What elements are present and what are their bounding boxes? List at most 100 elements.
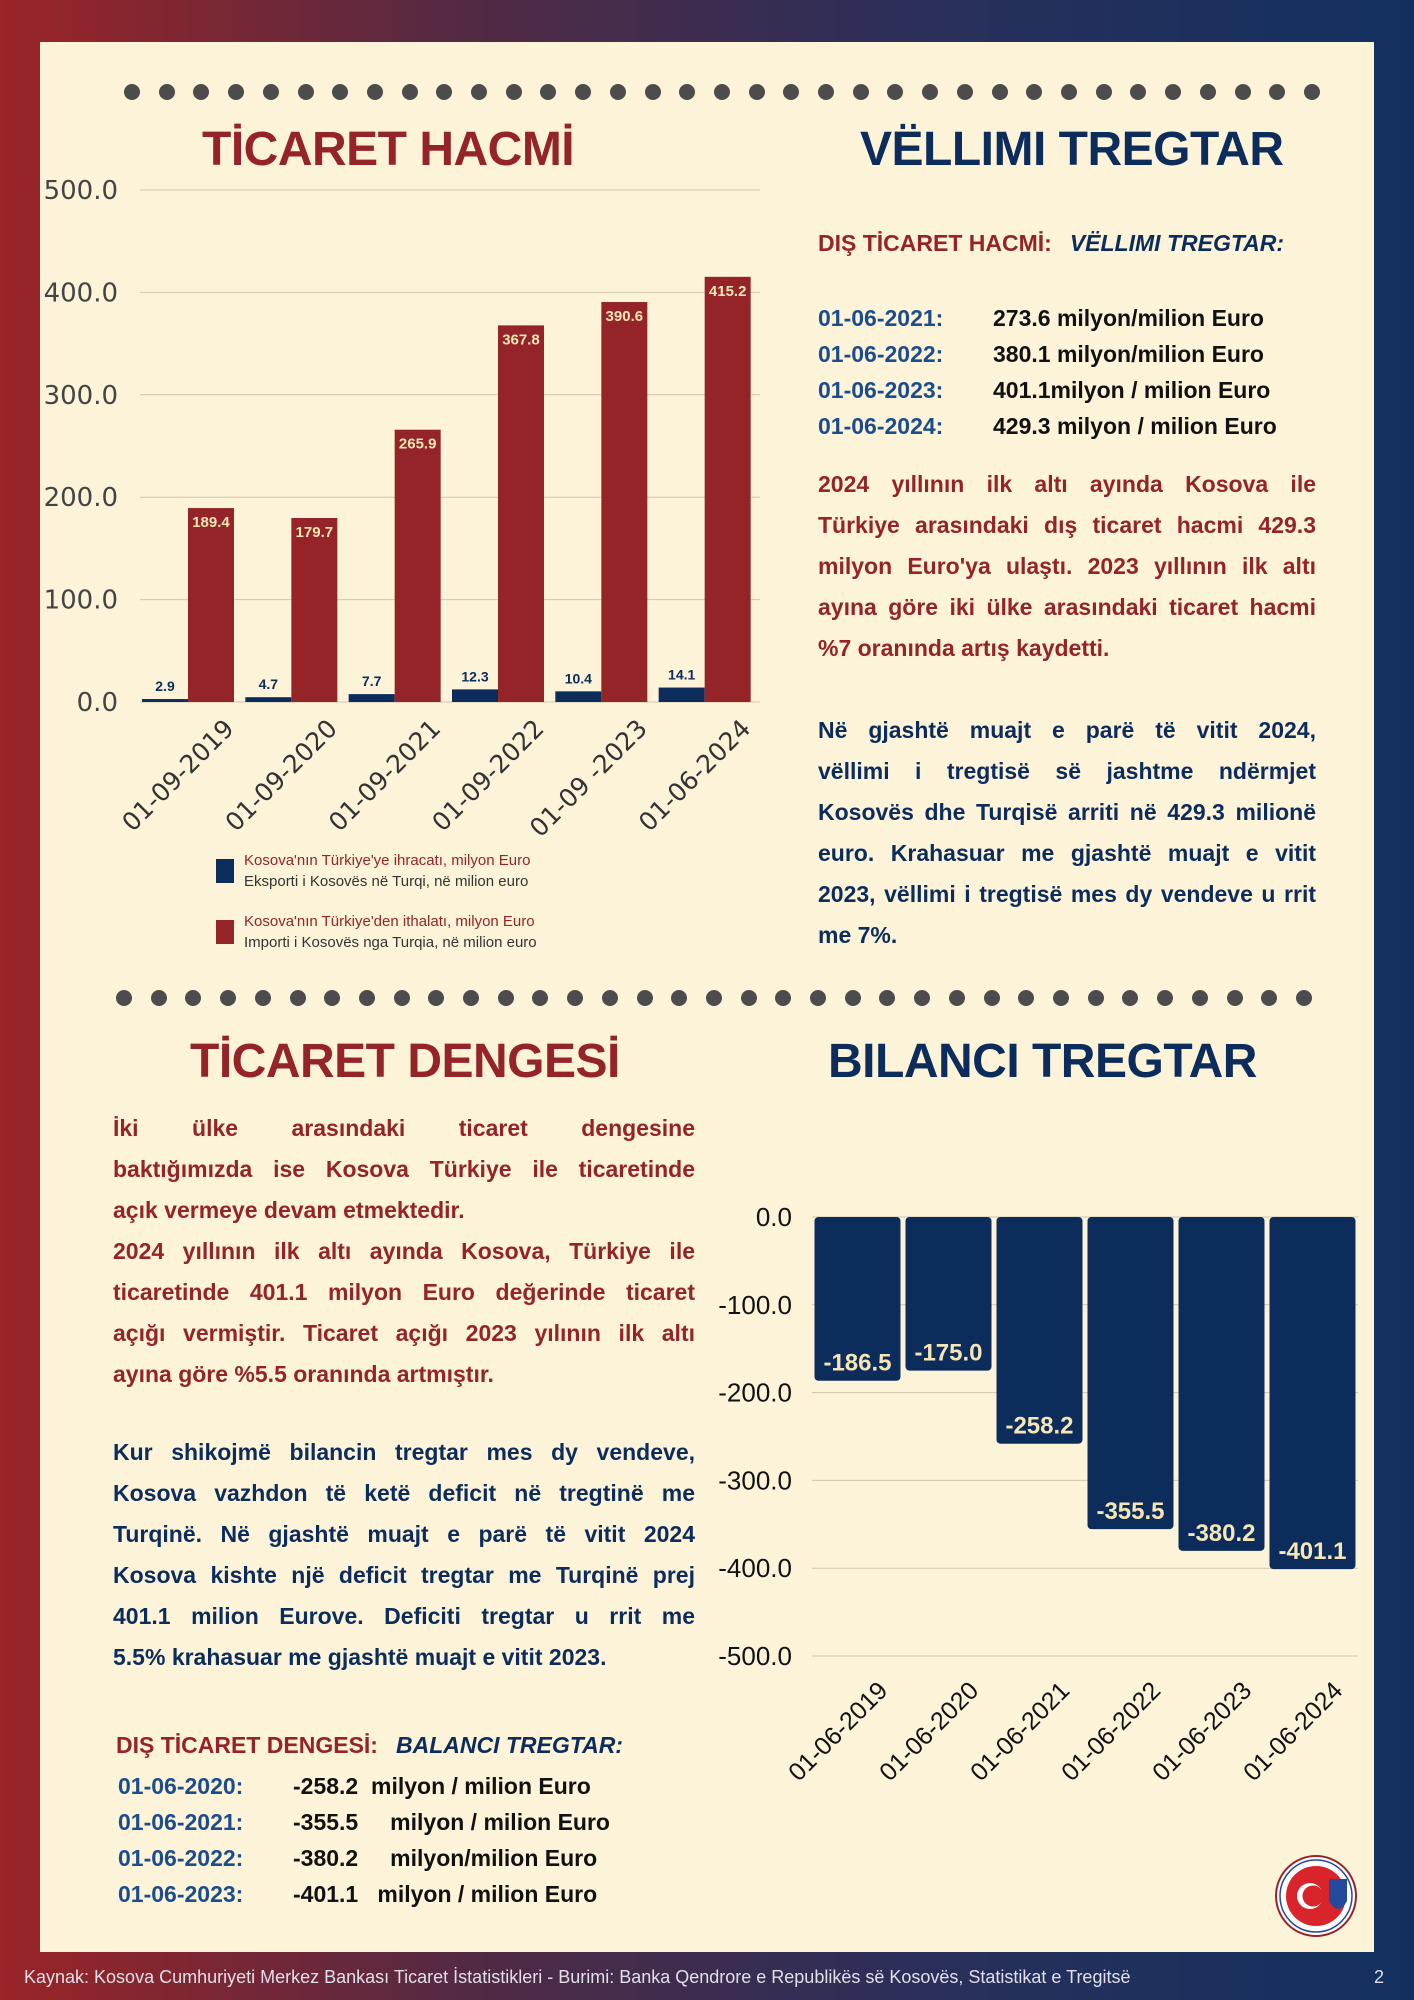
stat-row: 01-06-2023: -401.1 milyon / milion Euro [118,1876,610,1912]
divider-dot [567,990,584,1006]
divider-dot [705,990,722,1006]
data-label-balance: -258.2 [1005,1413,1073,1440]
divider-dot [1303,84,1320,100]
divider-dot [505,84,522,100]
data-label-import: 179.7 [296,524,334,541]
legend-export-sq: Eksporti i Kosovës në Turqi, në milion e… [244,873,529,890]
divider-dot [879,990,896,1006]
data-label-balance: -355.5 [1096,1498,1164,1525]
stat-row: 01-06-2021: -355.5 milyon / milion Euro [118,1804,610,1840]
text-line: 401.1 milion Eurove. Deficiti tregtar u … [113,1603,695,1629]
legend-swatch-import [216,920,234,944]
dot-divider-top [124,84,1320,100]
divider-dot [914,990,931,1006]
text-line: Türkiye arasındaki dış ticaret hacmi 429… [818,512,1316,538]
legend-export-tr: Kosova'nın Türkiye'ye ihracatı, milyon E… [244,852,531,869]
text-line: İki ülke arasındaki ticaret dengesine [113,1115,695,1141]
divider-dot [575,84,592,100]
divider-dot [1261,990,1278,1006]
text-line: me 7%. [818,922,898,948]
bar-import [188,508,234,702]
balance-heading: DIŞ TİCARET DENGESİ: BALANCI TREGTAR: [116,1732,623,1759]
divider-dot [609,84,626,100]
bar-export [658,687,705,702]
text-line: %7 oranında artış kaydetti. [818,635,1110,661]
stat-row: 01-06-2021: 273.6 milyon/milion Euro [818,300,1277,336]
divider-dot [844,990,861,1006]
trade-balance-chart-svg: 0.0 -100.0 -200.0 -300.0 -400.0 -500.0 -186.5 0… [718,1202,1358,1787]
divider-dot [124,84,140,100]
stat-value: -355.5 milyon / milion Euro [293,1809,610,1835]
trade-volume-title-tr: TİCARET HACMİ [202,123,575,176]
legend-item-export: Kosova'nın Türkiye'ye ihracatı, milyon E… [216,850,537,892]
divider-dot [1199,84,1216,100]
divider-dot [393,990,410,1006]
y-tick-label: 200.0 [44,483,118,513]
y-tick-label: 0.0 [756,1202,792,1232]
data-label-export: 4.7 [259,676,279,692]
data-label-balance: -186.5 [823,1350,891,1377]
divider-dot [1130,84,1147,100]
stat-value: -380.2 milyon/milion Euro [293,1845,598,1871]
divider-dot [852,84,869,100]
data-label-export: 14.1 [668,667,695,683]
divider-dot [289,990,306,1006]
trade-balance-title-sq: BILANCI TREGTAR [828,1035,1257,1088]
divider-dot [956,84,973,100]
volume-heading: DIŞ TİCARET HACMİ: VËLLIMI TREGTAR: [818,230,1284,257]
balance-heading-sq: BALANCI TREGTAR: [395,1732,623,1758]
logo-emblem-icon [1279,1859,1353,1933]
divider-dot [116,990,132,1006]
text-line: 2024 yıllının ilk altı ayında Kosova, Tü… [113,1238,695,1264]
bar-export [348,694,395,702]
y-tick-label: 300.0 [44,381,118,411]
volume-heading-sq: VËLLIMI TREGTAR: [1069,230,1285,256]
volume-text-tr: 2024 yıllının ilk altı ayında Kosova ile… [818,464,1316,669]
divider-dot [1095,84,1112,100]
divider-dot [679,84,696,100]
y-tick-label: -300.0 [718,1465,792,1495]
divider-dot [991,84,1008,100]
text-line: Turqinë. Në gjashtë muajt e parë të viti… [113,1521,695,1547]
x-tick-label: 01-06-2024 [1238,1676,1348,1786]
divider-dot [775,990,792,1006]
divider-dot [1122,990,1139,1006]
text-line: açık vermeye devam etmektedir. [113,1197,465,1223]
stat-value: 273.6 milyon/milion Euro [993,305,1264,331]
divider-dot [1165,84,1182,100]
divider-dot [810,990,827,1006]
volume-text-sq: Në gjashtë muajt e parë të vitit 2024, vë… [818,710,1316,956]
divider-dot [358,990,375,1006]
legend-swatch-export [216,859,234,883]
stat-row: 01-06-2020: -258.2 milyon / milion Euro [118,1768,610,1804]
divider-dot [1226,990,1243,1006]
chamber-logo [1275,1855,1357,1937]
legend-item-import: Kosova'nın Türkiye'den ithalatı, milyon … [216,911,537,953]
data-label-import: 189.4 [192,514,230,531]
divider-dot [366,84,383,100]
divider-dot [783,84,800,100]
bar-import [394,429,441,702]
divider-dot [262,84,279,100]
divider-dot [1087,990,1104,1006]
text-line: 2024 yıllının ilk altı ayında Kosova ile [818,471,1316,497]
text-line: ayına göre %5.5 oranında artmıştır. [113,1361,494,1387]
data-label-import: 390.6 [606,308,644,325]
data-label-export: 10.4 [565,670,592,686]
divider-dot [922,84,939,100]
y-tick-label: 400.0 [44,278,118,308]
text-line: Kosovës dhe Turqisë arriti në 429.3 mili… [818,799,1316,825]
text-line: Kur shikojmë bilancin tregtar mes dy ven… [113,1439,695,1465]
text-line: vëllimi i tregtisë së jashtme ndërmjet [818,758,1316,784]
trade-volume-chart: 0.0 100.0 200.0 300.0 400.0 500.0 2.9 189.4 01-0… [40,172,800,843]
divider-dot [1191,990,1208,1006]
footer-source: Kaynak: Kosova Cumhuriyeti Merkez Bankas… [24,1966,1131,1987]
balance-text-tr: İki ülke arasındaki ticaret dengesine bak… [113,1108,695,1395]
stat-date: 01-06-2021: [118,1809,244,1835]
divider-dot [740,990,757,1006]
divider-dot [1295,990,1312,1006]
divider-dot [540,84,557,100]
bar-import [291,517,338,702]
text-line: Në gjashtë muajt e parë të vitit 2024, [818,717,1316,743]
bar-balance [996,1217,1083,1444]
